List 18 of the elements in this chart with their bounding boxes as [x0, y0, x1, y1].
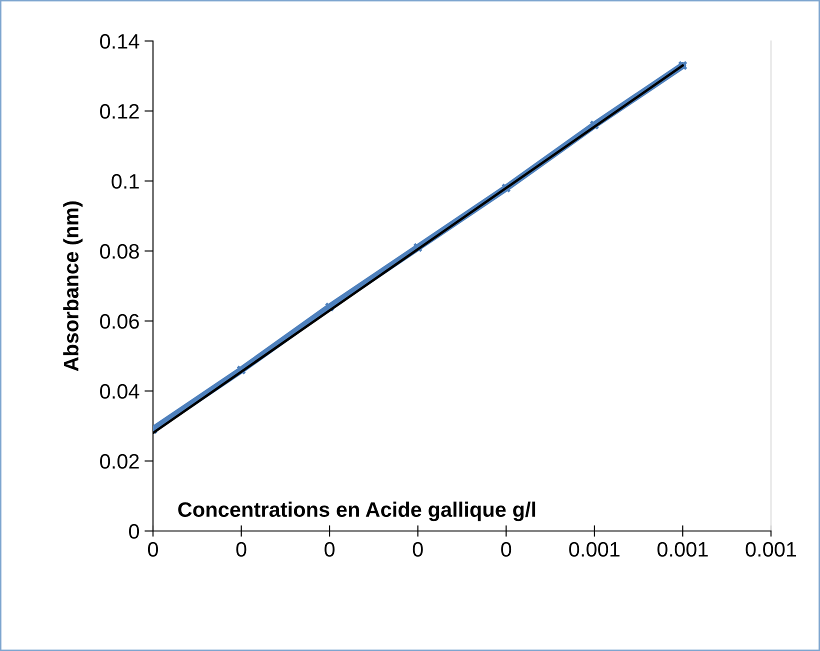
x-tick-label: 0	[412, 542, 423, 557]
x-tick-label: 0.001	[746, 542, 796, 557]
y-tick-label: 0.12	[100, 104, 139, 119]
y-tick-label: 0.06	[100, 314, 139, 329]
x-tick-label: 0	[501, 542, 512, 557]
y-axis-title: Absorbance (nm)	[63, 201, 83, 372]
y-tick-label: 0.08	[100, 244, 139, 259]
x-tick-label: 0.001	[657, 542, 708, 557]
x-tick-label: 0.001	[569, 542, 620, 557]
x-tick-label: 0	[236, 542, 246, 557]
x-tick-label: 0	[148, 542, 158, 557]
x-axis-title: Concentrations en Acide gallique g/l	[178, 502, 536, 522]
x-tick-label: 0	[324, 542, 335, 557]
y-tick-label: 0.14	[100, 34, 140, 49]
y-tick-label: 0.1	[112, 174, 139, 189]
y-tick-label: 0	[129, 524, 139, 539]
y-tick-label: 0.02	[100, 454, 139, 469]
y-tick-label: 0.04	[100, 384, 140, 399]
